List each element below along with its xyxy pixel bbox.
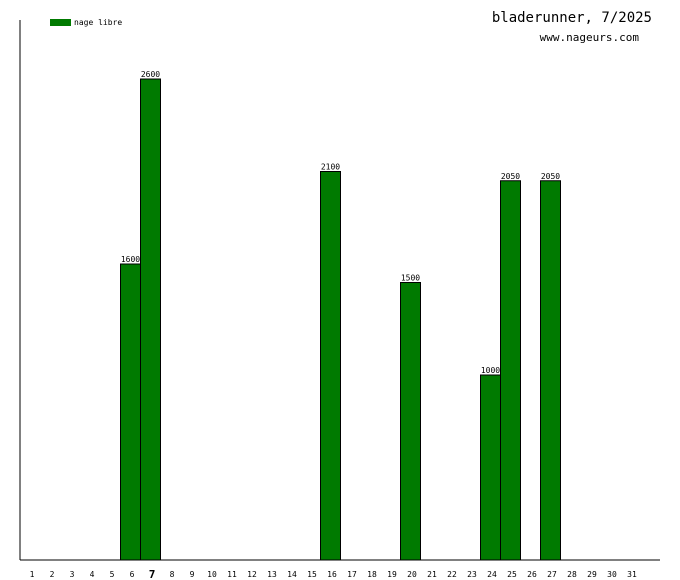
x-tick-labels: 1 2 3 4 5 6 7 8 9 10 11 12 13 14 15 16 17 18 19 20 21 22 23 24 2… (30, 568, 637, 580)
x-tick-label-day-22: 22 (447, 570, 457, 579)
x-tick-label-day-30: 30 (607, 570, 617, 579)
value-label-day-24: 1000 (481, 366, 500, 375)
value-labels-group: 1600 2600 2100 1500 1000 2050 2050 (121, 70, 560, 375)
x-tick-label-day-18: 18 (367, 570, 377, 579)
bar-day-24 (480, 374, 501, 561)
x-tick-label-day-1: 1 (30, 570, 35, 579)
bar-day-27 (540, 180, 561, 561)
bars-group (120, 78, 561, 561)
x-tick-label-day-28: 28 (567, 570, 577, 579)
legend-swatch (50, 19, 71, 26)
value-label-day-20: 1500 (401, 274, 420, 283)
legend: nage libre (50, 18, 122, 27)
value-label-day-25: 2050 (501, 172, 520, 181)
bar-day-20 (400, 282, 421, 561)
x-tick-label-day-15: 15 (307, 570, 317, 579)
x-tick-label-day-11: 11 (227, 570, 237, 579)
x-tick-label-day-2: 2 (50, 570, 55, 579)
x-tick-label-day-20: 20 (407, 570, 417, 579)
value-label-day-7: 2600 (141, 70, 160, 79)
x-tick-label-day-4: 4 (90, 570, 95, 579)
x-tick-label-day-23: 23 (467, 570, 477, 579)
x-tick-label-day-29: 29 (587, 570, 597, 579)
chart-subtitle: www.nageurs.com (540, 31, 640, 44)
bar-day-16 (320, 171, 341, 561)
x-tick-label-day-21: 21 (427, 570, 437, 579)
x-tick-label-day-6: 6 (130, 570, 135, 579)
x-tick-label-day-27: 27 (547, 570, 557, 579)
x-tick-label-day-5: 5 (110, 570, 115, 579)
x-tick-label-day-19: 19 (387, 570, 397, 579)
x-tick-label-day-7: 7 (149, 568, 156, 580)
x-tick-label-day-3: 3 (70, 570, 75, 579)
x-tick-label-day-26: 26 (527, 570, 537, 579)
value-label-day-6: 1600 (121, 255, 140, 264)
bar-day-6 (120, 263, 141, 561)
x-tick-label-day-8: 8 (170, 570, 175, 579)
chart-title: bladerunner, 7/2025 (492, 10, 652, 26)
value-label-day-16: 2100 (321, 163, 340, 172)
x-tick-label-day-31: 31 (627, 570, 637, 579)
x-tick-label-day-14: 14 (287, 570, 297, 579)
legend-label: nage libre (74, 18, 122, 27)
value-label-day-27: 2050 (541, 172, 560, 181)
bar-day-7 (140, 78, 161, 561)
x-tick-label-day-12: 12 (247, 570, 257, 579)
x-tick-label-day-10: 10 (207, 570, 217, 579)
x-tick-label-day-17: 17 (347, 570, 357, 579)
x-tick-label-day-16: 16 (327, 570, 337, 579)
x-tick-label-day-25: 25 (507, 570, 517, 579)
x-tick-label-day-24: 24 (487, 570, 497, 579)
x-tick-label-day-13: 13 (267, 570, 277, 579)
bar-day-25 (500, 180, 521, 561)
x-tick-label-day-9: 9 (190, 570, 195, 579)
